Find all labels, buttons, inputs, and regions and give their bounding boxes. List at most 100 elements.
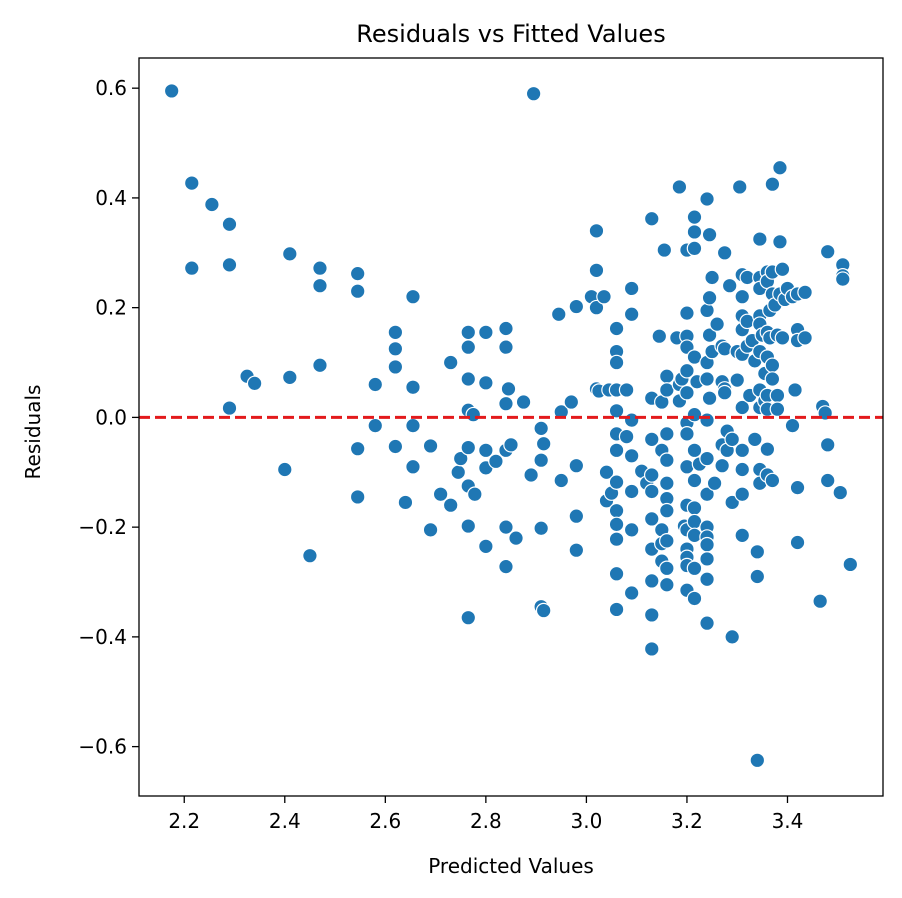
data-point — [465, 406, 482, 423]
data-point — [734, 399, 751, 416]
data-point — [769, 387, 786, 404]
data-point — [608, 502, 625, 519]
data-point — [679, 305, 695, 321]
data-point — [563, 394, 580, 410]
data-point — [709, 316, 725, 332]
data-point — [623, 280, 640, 297]
axes: 2.2 2.4 2.6 2.8 3.0 3.2 3.4 −0.6 −0.4 −0.2 0.0 0.2 0… — [78, 57, 884, 833]
data-point — [608, 516, 625, 533]
data-point — [734, 486, 751, 503]
data-point — [608, 403, 625, 419]
y-tick-label: −0.4 — [78, 625, 127, 649]
data-point — [623, 483, 640, 500]
data-point — [623, 448, 640, 464]
data-point — [349, 489, 366, 505]
data-point — [659, 475, 675, 492]
data-point — [535, 602, 552, 619]
data-point — [405, 458, 421, 475]
data-point — [686, 472, 703, 489]
data-point — [367, 417, 384, 434]
data-point — [598, 464, 615, 481]
data-point — [699, 486, 715, 503]
data-point — [452, 450, 469, 467]
data-point — [659, 533, 675, 549]
data-point — [699, 536, 715, 553]
data-point — [387, 341, 404, 357]
data-point — [618, 428, 635, 445]
data-point — [659, 368, 675, 385]
data-point — [769, 401, 786, 417]
data-point — [623, 306, 640, 323]
data-point — [183, 260, 200, 276]
data-point — [349, 440, 366, 457]
data-point — [588, 223, 605, 239]
data-point — [623, 412, 640, 428]
y-tick-label: 0.0 — [95, 405, 127, 429]
data-point — [671, 179, 688, 195]
data-point — [478, 375, 494, 391]
data-point — [478, 442, 494, 459]
y-tick-label: 0.4 — [95, 186, 127, 210]
data-point — [659, 576, 675, 593]
data-point — [699, 412, 715, 428]
data-point — [246, 375, 263, 392]
data-point — [774, 330, 791, 346]
data-point — [608, 565, 625, 582]
data-point — [550, 306, 567, 323]
data-point — [643, 467, 660, 483]
data-point — [764, 472, 781, 489]
data-point — [819, 437, 836, 453]
data-point — [460, 371, 477, 387]
data-point — [553, 404, 570, 420]
data-point — [699, 571, 715, 588]
data-point — [349, 265, 366, 282]
data-point — [467, 486, 483, 503]
data-point — [221, 216, 238, 233]
data-point — [734, 288, 751, 305]
data-point — [568, 542, 585, 558]
data-point — [525, 85, 542, 102]
data-point — [716, 384, 733, 401]
data-point — [842, 556, 859, 573]
data-point — [221, 257, 238, 273]
data-point — [460, 324, 477, 341]
x-tick-label: 2.6 — [369, 809, 401, 833]
data-point — [729, 372, 746, 388]
data-point — [812, 593, 828, 610]
data-point — [659, 560, 675, 577]
data-point — [533, 520, 549, 537]
data-point — [679, 426, 695, 442]
data-point — [282, 246, 298, 262]
data-point — [442, 354, 459, 371]
data-point — [204, 196, 220, 213]
data-point — [686, 240, 703, 257]
data-point — [686, 560, 703, 577]
data-point — [608, 320, 625, 337]
data-point — [450, 464, 467, 481]
data-point — [716, 244, 733, 261]
data-point — [789, 534, 806, 551]
data-point — [312, 357, 328, 374]
data-point — [679, 362, 695, 379]
data-point — [797, 284, 813, 301]
data-point — [749, 568, 766, 585]
data-point — [498, 558, 514, 575]
data-point — [397, 494, 414, 511]
y-tick-label: −0.6 — [78, 735, 127, 759]
data-point — [734, 527, 751, 544]
data-point — [276, 461, 293, 478]
data-point — [724, 431, 740, 448]
data-point — [651, 328, 668, 344]
data-point — [749, 752, 766, 769]
data-point — [498, 395, 514, 412]
data-point — [764, 371, 781, 387]
data-point — [460, 609, 477, 626]
x-tick-label: 2.8 — [470, 809, 502, 833]
data-point — [747, 431, 763, 448]
data-point — [478, 324, 494, 341]
data-point — [701, 327, 718, 343]
x-tick-label: 3.2 — [671, 809, 703, 833]
data-point — [832, 484, 849, 501]
